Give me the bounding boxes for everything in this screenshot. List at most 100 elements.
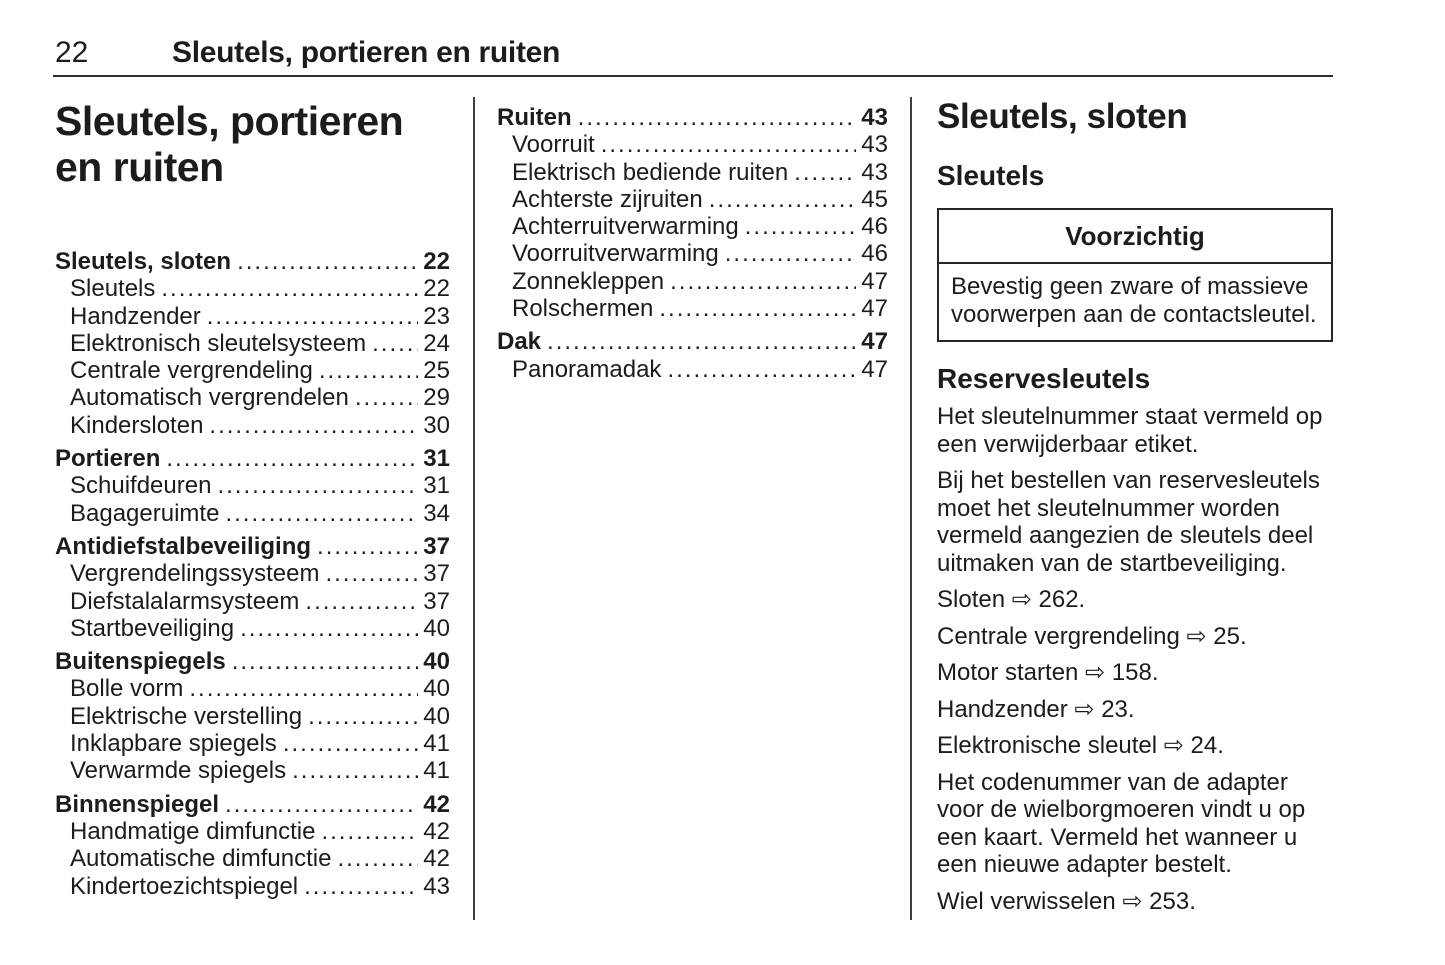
toc-entry-page: 42 [423, 845, 450, 873]
column-divider-1 [473, 97, 475, 920]
toc-entry-label: Binnenspiegel [55, 790, 220, 818]
body-paragraph: Centrale vergrendeling ⇨ 25. [937, 622, 1247, 650]
toc-entry[interactable]: Schuifdeuren 31 [55, 472, 450, 499]
toc-entry[interactable]: Elektrisch bediende ruiten 43 [497, 159, 888, 186]
toc-dot-leader [337, 845, 418, 872]
toc-entry[interactable]: Elektrische verstelling 40 [55, 703, 450, 730]
toc-entry[interactable]: Vergrendelingssysteem 37 [55, 560, 450, 587]
toc-entry-label: Centrale vergrendeling [70, 357, 313, 385]
toc-entry[interactable]: Zonnekleppen 47 [497, 268, 888, 295]
toc-dot-leader [725, 240, 857, 267]
toc-entry-label: Kindersloten [70, 411, 204, 439]
toc-entry[interactable]: Achterste zijruiten 45 [497, 186, 888, 213]
toc-dot-leader [709, 186, 857, 213]
toc-entry-page: 41 [423, 730, 450, 758]
toc-entry[interactable]: Startbeveiliging 40 [55, 615, 450, 642]
toc-dot-leader [225, 791, 418, 818]
toc-entry[interactable]: Panoramadak 47 [497, 356, 888, 383]
toc-dot-leader [308, 703, 418, 730]
toc-entry[interactable]: Dak 47 [497, 328, 888, 355]
toc-entry-page: 41 [423, 757, 450, 785]
toc-entry[interactable]: Ruiten 43 [497, 104, 888, 131]
toc-entry[interactable]: Sleutels 22 [55, 275, 450, 302]
toc-entry-label: Inklapbare spiegels [70, 730, 277, 758]
toc-entry-label: Handmatige dimfunctie [70, 817, 316, 845]
toc-entry-page: 46 [861, 213, 888, 241]
toc-entry-label: Automatisch vergrendelen [70, 384, 349, 412]
body-paragraph: Sloten ⇨ 262. [937, 586, 1086, 613]
toc-entry[interactable]: Kindertoezichtspiegel 43 [55, 873, 450, 900]
toc-entry[interactable]: Handzender 23 [55, 303, 450, 330]
chapter-heading-line1: Sleutels, portieren [55, 98, 404, 144]
toc-entry[interactable]: Binnenspiegel 42 [55, 791, 450, 818]
toc-entry-page: 37 [423, 560, 450, 588]
toc-dot-leader [578, 104, 857, 131]
toc-column-1-container: Sleutels, portieren en ruiten Sleutels, … [55, 95, 450, 900]
toc-entry[interactable]: Portieren 31 [55, 445, 450, 472]
toc-dot-leader [321, 818, 418, 845]
toc-entry[interactable]: Automatisch vergrendelen 29 [55, 384, 450, 411]
toc-entry[interactable]: Handmatige dimfunctie 42 [55, 818, 450, 845]
section-subheading: Sleutels [937, 160, 1045, 191]
toc-entry[interactable]: Antidiefstalbeveiliging 37 [55, 533, 450, 560]
toc-entry[interactable]: Verwarmde spiegels 41 [55, 757, 450, 784]
header-rule [53, 75, 1333, 77]
toc-entry[interactable]: Automatische dimfunctie 42 [55, 845, 450, 872]
toc-entry-label: Automatische dimfunctie [70, 845, 332, 873]
toc-entry[interactable]: Kindersloten 30 [55, 412, 450, 439]
toc-column-2-container: Ruiten 43 Voorruit 43 Elektrisch bediend… [497, 95, 888, 383]
toc-dot-leader [209, 412, 418, 439]
toc-entry-label: Dak [497, 328, 542, 356]
toc-dot-leader [355, 384, 418, 411]
toc-entry-label: Bagageruimte [70, 499, 220, 527]
toc-dot-leader [794, 159, 856, 186]
toc-dot-leader [161, 275, 418, 302]
toc-entry[interactable]: Centrale vergrendeling 25 [55, 357, 450, 384]
toc-entry[interactable]: Voorruit 43 [497, 131, 888, 158]
toc-entry[interactable]: Bolle vorm 40 [55, 675, 450, 702]
body-paragraph: Handzender ⇨ 23. [937, 695, 1135, 723]
body-paragraph: Wiel verwisselen ⇨ 253. [937, 887, 1196, 915]
toc-entry-page: 31 [423, 445, 450, 473]
column-divider-2 [910, 97, 912, 920]
toc-entry-page: 42 [423, 817, 450, 845]
toc-dot-leader [667, 356, 856, 383]
toc-entry-page: 22 [423, 248, 450, 275]
toc-entry[interactable]: Diefstalalarmsysteem 37 [55, 588, 450, 615]
toc-dot-leader [189, 675, 418, 702]
toc-entry-label: Buitenspiegels [55, 648, 226, 676]
toc-entry-page: 42 [423, 790, 450, 818]
toc-entry-page: 40 [423, 702, 450, 730]
toc-dot-leader [304, 873, 418, 900]
toc-dot-leader [319, 357, 418, 384]
toc-entry[interactable]: Elektronisch sleutelsysteem 24 [55, 330, 450, 357]
toc-entry-label: Sleutels [70, 275, 156, 303]
toc-entry-label: Voorruit [512, 131, 595, 159]
toc-entry-label: Handzender [70, 302, 201, 330]
toc-entry[interactable]: Inklapbare spiegels 41 [55, 730, 450, 757]
page-header: 22 Sleutels, portieren en ruiten [55, 36, 560, 70]
toc-entry[interactable]: Rolschermen 47 [497, 295, 888, 322]
toc-entry-page: 40 [423, 675, 450, 703]
toc-entry-label: Sleutels, sloten [55, 248, 232, 275]
toc-entry-label: Panoramadak [512, 355, 662, 383]
toc-dot-leader [547, 328, 856, 355]
toc-entry[interactable]: Bagageruimte 34 [55, 500, 450, 527]
toc-entry-page: 43 [423, 872, 450, 900]
toc-entry-label: Diefstalalarmsysteem [70, 587, 300, 615]
toc-entry[interactable]: Buitenspiegels 40 [55, 648, 450, 675]
toc-dot-leader [283, 730, 418, 757]
toc-dot-leader [745, 213, 857, 240]
toc-entry[interactable]: Sleutels, sloten 22 [55, 248, 450, 275]
toc-entry[interactable]: Voorruitverwarming 46 [497, 240, 888, 267]
toc-entry-label: Elektrische verstelling [70, 702, 303, 730]
toc-dot-leader [372, 330, 418, 357]
body-paragraph: Het sleutelnummer staat vermeld op een v… [937, 403, 1323, 458]
toc-dot-leader [207, 303, 419, 330]
caution-body: Bevestig geen zware of massieve voorwerp… [951, 273, 1317, 328]
toc-entry[interactable]: Achterruitverwarming 46 [497, 213, 888, 240]
body-paragraph: Elektronische sleutel ⇨ 24. [937, 732, 1224, 759]
toc-dot-leader [217, 472, 418, 499]
caution-box: Voorzichtig Bevestig geen zware of massi… [937, 208, 1333, 342]
